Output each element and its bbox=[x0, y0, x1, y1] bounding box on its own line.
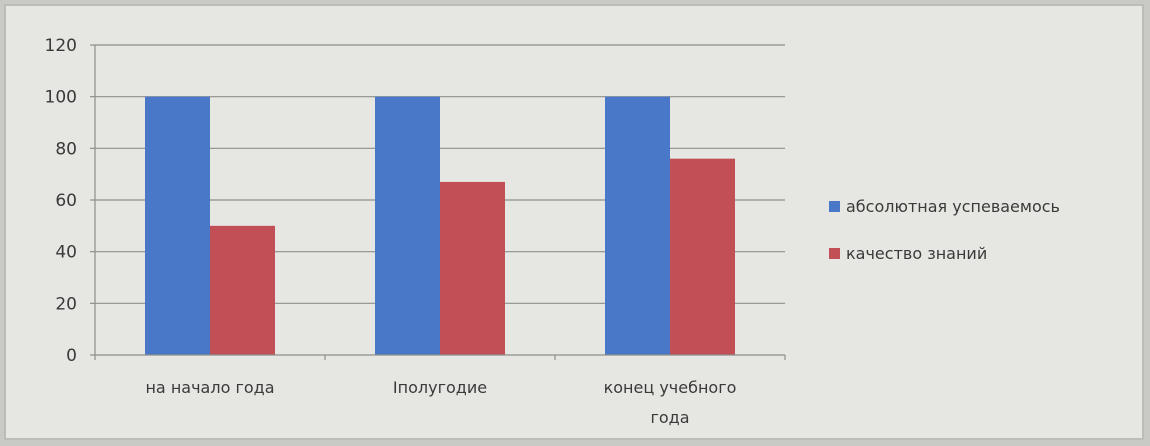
y-tick-label: 100 bbox=[45, 88, 77, 108]
bar bbox=[440, 181, 505, 355]
legend-label: абсолютная успеваемось bbox=[846, 197, 1060, 216]
x-tick-label: Iполугодие bbox=[393, 378, 487, 397]
x-tick-label: конец учебного года bbox=[604, 378, 737, 427]
bar bbox=[670, 158, 735, 355]
y-tick-label: 120 bbox=[45, 36, 77, 56]
y-tick-label: 40 bbox=[55, 243, 77, 263]
bar bbox=[145, 96, 210, 356]
legend-label: качество знаний bbox=[846, 244, 987, 263]
bars bbox=[145, 96, 735, 356]
x-tick-label-line: конец учебного bbox=[604, 378, 737, 397]
bar bbox=[375, 96, 440, 356]
axes bbox=[94, 45, 786, 360]
legend-swatch bbox=[829, 201, 840, 212]
x-tick-label: на начало года bbox=[145, 378, 274, 397]
x-tick-label-line: года bbox=[650, 408, 689, 427]
y-tick-label: 0 bbox=[66, 346, 77, 366]
x-tick-label-line: Iполугодие bbox=[393, 378, 487, 397]
y-tick-label: 60 bbox=[55, 191, 77, 211]
y-tick-label: 80 bbox=[55, 139, 77, 159]
x-axis-labels: на начало года Iполугодие конец учебного го… bbox=[145, 378, 736, 427]
y-axis-ticks: 0 20 40 60 80 100 120 bbox=[45, 36, 95, 366]
bar bbox=[605, 96, 670, 356]
legend: абсолютная успеваемось качество знаний bbox=[829, 197, 1060, 263]
bar bbox=[210, 225, 275, 355]
x-tick-label-line: на начало года bbox=[145, 378, 274, 397]
legend-swatch bbox=[829, 248, 840, 259]
y-tick-label: 20 bbox=[55, 294, 77, 314]
